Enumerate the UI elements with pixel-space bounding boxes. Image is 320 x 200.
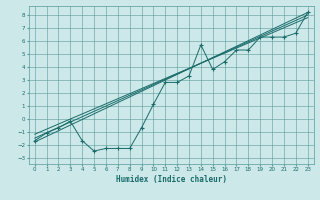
X-axis label: Humidex (Indice chaleur): Humidex (Indice chaleur)	[116, 175, 227, 184]
